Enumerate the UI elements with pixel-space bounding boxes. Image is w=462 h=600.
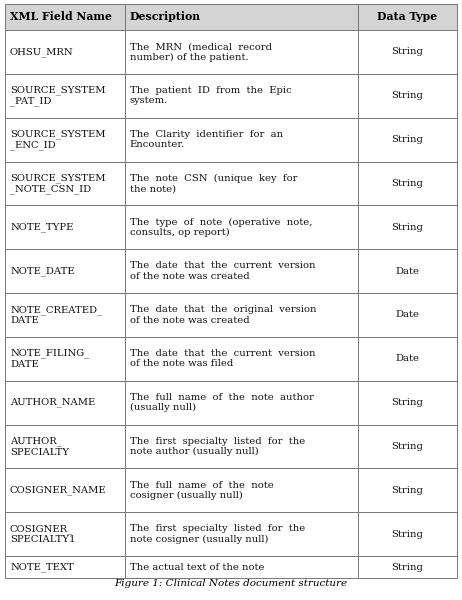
Bar [5,249,125,293]
Bar [358,205,457,249]
Text: String: String [391,398,423,407]
Bar [358,512,457,556]
Text: The  note  CSN  (unique  key  for
the note): The note CSN (unique key for the note) [130,173,297,193]
Text: Data Type: Data Type [377,11,438,22]
Text: AUTHOR_
SPECIALTY: AUTHOR_ SPECIALTY [10,436,69,457]
Text: String: String [391,91,423,100]
Bar [358,118,457,161]
Text: Description: Description [130,11,201,22]
Text: OHSU_MRN: OHSU_MRN [10,47,73,57]
Text: The  MRN  (medical  record
number) of the patient.: The MRN (medical record number) of the p… [130,42,272,62]
Bar [125,381,358,425]
Text: COSIGNER_NAME: COSIGNER_NAME [10,485,107,495]
Text: The  first  specialty  listed  for  the
note author (usually null): The first specialty listed for the note … [130,437,305,456]
Text: SOURCE_SYSTEM
_NOTE_CSN_ID: SOURCE_SYSTEM _NOTE_CSN_ID [10,173,105,194]
Text: XML Field Name: XML Field Name [10,11,112,22]
Bar [5,512,125,556]
Bar [358,425,457,469]
Bar [125,512,358,556]
Bar [125,161,358,205]
Bar [125,249,358,293]
Text: String: String [391,442,423,451]
Text: Date: Date [395,310,419,319]
Bar [125,30,358,74]
Text: The  patient  ID  from  the  Epic
system.: The patient ID from the Epic system. [130,86,292,106]
Text: String: String [391,223,423,232]
Text: AUTHOR_NAME: AUTHOR_NAME [10,398,95,407]
Text: String: String [391,563,423,572]
Text: The  date  that  the  original  version
of the note was created: The date that the original version of th… [130,305,316,325]
Text: String: String [391,486,423,495]
Text: The  first  specialty  listed  for  the
note cosigner (usually null): The first specialty listed for the note … [130,524,305,544]
Bar [358,4,457,30]
Text: Date: Date [395,266,419,275]
Text: Date: Date [395,354,419,363]
Bar [358,293,457,337]
Text: String: String [391,179,423,188]
Bar [358,161,457,205]
Text: NOTE_FILING_
DATE: NOTE_FILING_ DATE [10,349,89,369]
Bar [5,30,125,74]
Bar [125,74,358,118]
Bar [358,556,457,578]
Text: String: String [391,530,423,539]
Bar [125,118,358,161]
Bar [5,337,125,381]
Bar [358,337,457,381]
Bar [5,556,125,578]
Bar [5,293,125,337]
Bar [358,469,457,512]
Bar [5,74,125,118]
Bar [125,4,358,30]
Bar [5,469,125,512]
Bar [5,118,125,161]
Text: NOTE_TYPE: NOTE_TYPE [10,223,73,232]
Text: The actual text of the note: The actual text of the note [130,563,264,572]
Text: The  full  name  of  the  note  author
(usually null): The full name of the note author (usuall… [130,393,314,412]
Text: String: String [391,47,423,56]
Text: NOTE_CREATED_
DATE: NOTE_CREATED_ DATE [10,305,102,325]
Bar [5,4,125,30]
Text: NOTE_DATE: NOTE_DATE [10,266,75,276]
Text: The  date  that  the  current  version
of the note was filed: The date that the current version of the… [130,349,315,368]
Text: The  Clarity  identifier  for  an
Encounter.: The Clarity identifier for an Encounter. [130,130,283,149]
Bar [358,249,457,293]
Text: SOURCE_SYSTEM
_ENC_ID: SOURCE_SYSTEM _ENC_ID [10,129,105,150]
Bar [125,556,358,578]
Bar [5,161,125,205]
Text: SOURCE_SYSTEM
_PAT_ID: SOURCE_SYSTEM _PAT_ID [10,85,105,106]
Bar [125,337,358,381]
Text: Figure 1: Clinical Notes document structure: Figure 1: Clinical Notes document struct… [115,580,347,589]
Text: The  type  of  note  (operative  note,
consults, op report): The type of note (operative note, consul… [130,217,312,237]
Bar [125,425,358,469]
Bar [358,30,457,74]
Text: The  date  that  the  current  version
of the note was created: The date that the current version of the… [130,262,315,281]
Text: String: String [391,135,423,144]
Bar [5,425,125,469]
Bar [125,469,358,512]
Bar [358,381,457,425]
Bar [5,381,125,425]
Bar [358,74,457,118]
Text: The  full  name  of  the  note
cosigner (usually null): The full name of the note cosigner (usua… [130,481,274,500]
Bar [125,205,358,249]
Bar [5,205,125,249]
Text: NOTE_TEXT: NOTE_TEXT [10,562,74,572]
Bar [125,293,358,337]
Text: COSIGNER_
SPECIALTY1: COSIGNER_ SPECIALTY1 [10,524,75,544]
